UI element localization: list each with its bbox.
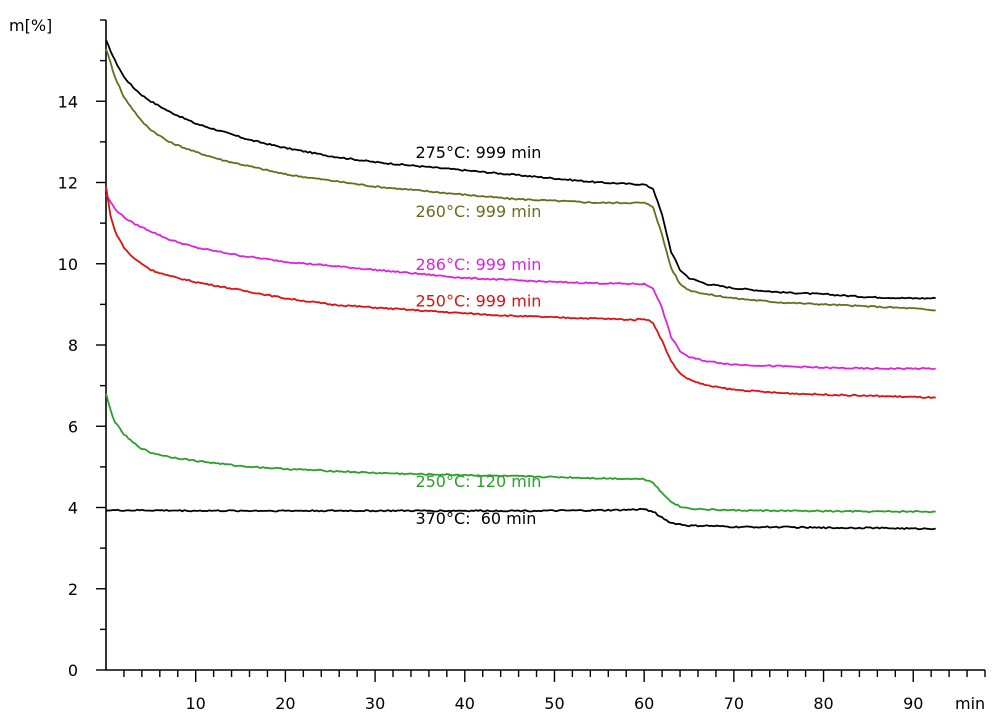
series-label: 250°C: 120 min: [415, 472, 541, 491]
x-axis-title: min: [955, 694, 985, 713]
y-tick-label: 6: [68, 417, 78, 436]
x-tick-label: 60: [634, 694, 654, 713]
series-line: [105, 507, 936, 531]
y-tick-label: 4: [68, 499, 78, 518]
y-tick-label: 10: [58, 255, 78, 274]
y-tick-label: 8: [68, 336, 78, 355]
x-tick-label: 80: [813, 694, 833, 713]
series-line: [105, 393, 936, 514]
series-label: 286°C: 999 min: [415, 255, 541, 274]
x-tick-label: 70: [724, 694, 744, 713]
x-tick-label: 50: [544, 694, 564, 713]
axes: 2 4 6 8 10 12 14 10 20 30 40 50 60 70 80 90 0: [58, 19, 986, 713]
series-line: [105, 194, 936, 371]
series-label: 250°C: 999 min: [415, 291, 541, 310]
x-tick-label: 10: [186, 694, 206, 713]
series-labels: 275°C: 999 min 260°C: 999 min 286°C: 999 m…: [415, 143, 541, 528]
x-tick-label: 90: [903, 694, 923, 713]
y-tick-label: 2: [68, 580, 78, 599]
y-tick-label: 12: [58, 174, 78, 193]
series-line: [105, 39, 936, 300]
series-label: 260°C: 999 min: [415, 202, 541, 221]
series-line: [105, 186, 936, 399]
series-label: 370°C: 60 min: [415, 509, 536, 528]
series-label: 275°C: 999 min: [415, 143, 541, 162]
series-line: [105, 48, 936, 312]
x-tick-label: 20: [275, 694, 295, 713]
x-tick-label: 30: [365, 694, 385, 713]
y-axis-title: m[%]: [9, 16, 52, 35]
y-tick-label: 0: [68, 661, 78, 680]
x-tick-label: 40: [455, 694, 475, 713]
series-group: [105, 39, 936, 531]
y-tick-label: 14: [58, 92, 78, 111]
